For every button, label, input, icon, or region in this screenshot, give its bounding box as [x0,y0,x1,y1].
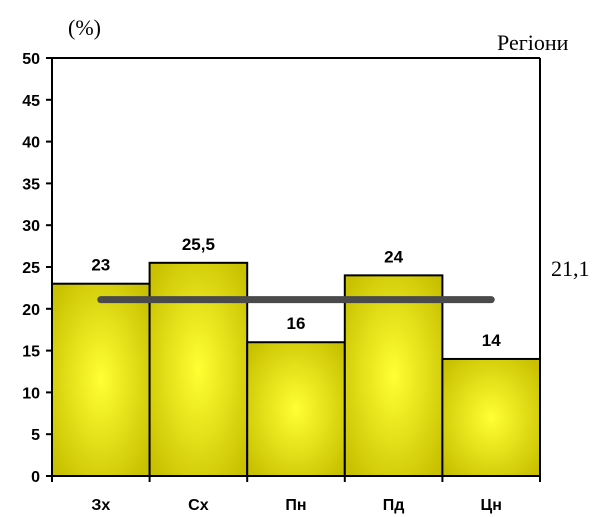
y-tick-label: 25 [22,260,40,277]
series-label: Регіони [497,30,569,55]
data-label: 24 [384,247,403,266]
average-label: 21,1 [551,256,590,281]
y-tick-label: 20 [22,302,40,319]
x-tick-label: Пд [383,497,405,514]
y-tick-label: 15 [22,344,40,361]
y-tick-label: 35 [22,176,40,193]
y-tick-label: 0 [31,469,40,486]
plot-area: 23 Зх 25,5 Сх 16 Пн 24 Пд 14 Цн 21,1 0 5 10 15 20 25 30 35… [22,51,589,514]
data-label: 25,5 [182,235,215,254]
bar [51,282,151,477]
data-label: 14 [482,331,501,350]
x-tick-label: Цн [481,497,502,514]
x-tick-label: Пн [285,497,306,514]
y-tick-label: 10 [22,385,40,402]
x-tick-label: Зх [91,497,110,514]
data-label: 16 [287,314,306,333]
bar [441,357,541,477]
y-tick-label: 50 [22,51,40,68]
bar [343,274,444,477]
y-tick-label: 40 [22,135,40,152]
y-tick-label: 5 [31,427,40,444]
data-label: 23 [91,256,110,275]
bar [148,261,249,477]
y-tick-label: 30 [22,218,40,235]
y-tick-label: 45 [22,93,40,110]
y-unit-label: (%) [68,15,101,40]
x-tick-label: Сх [188,497,209,514]
bar [246,341,346,477]
